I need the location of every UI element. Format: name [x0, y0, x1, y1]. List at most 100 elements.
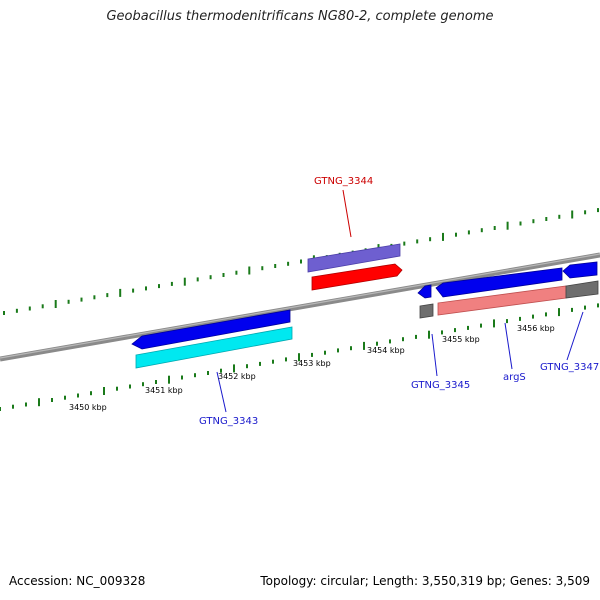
scale-minor-tick: [272, 359, 274, 364]
scale-minor-tick: [311, 352, 313, 357]
scale-minor-tick: [142, 382, 144, 387]
scale-minor-tick: [90, 391, 92, 396]
gene-label-GTNG_3345[interactable]: GTNG_3345: [411, 380, 470, 391]
scale-major-tick: [571, 210, 574, 219]
scale-major-tick: [168, 375, 170, 384]
scale-minor-tick: [209, 275, 212, 280]
scale-label: 3454 kbp: [367, 346, 405, 355]
scale-minor-tick: [28, 306, 31, 311]
scale-label: 3451 kbp: [145, 386, 183, 395]
scale-major-tick: [103, 387, 105, 395]
gene-GTNG_3345-arrow[interactable]: [417, 284, 432, 299]
scale-minor-tick: [506, 319, 508, 324]
scale-minor-tick: [93, 295, 96, 300]
scale-label: 3456 kbp: [517, 324, 555, 333]
scale-minor-tick: [25, 402, 27, 407]
scale-minor-tick: [532, 314, 534, 319]
scale-minor-tick: [415, 334, 417, 339]
scale-label: 3455 kbp: [442, 335, 480, 344]
gene-GTNG_3347-pseudo-bar[interactable]: [565, 280, 599, 299]
scale-minor-tick: [285, 357, 287, 362]
scale-minor-tick: [324, 350, 326, 355]
gene-argS-leader: [504, 322, 513, 370]
scale-minor-tick: [41, 304, 44, 309]
scale-minor-tick: [403, 241, 406, 246]
scale-major-tick: [119, 288, 122, 297]
gene-GTNG_3347-arrow[interactable]: [562, 261, 598, 279]
scale-minor-tick: [0, 407, 1, 411]
scale-major-tick: [248, 266, 251, 275]
scale-major-tick: [493, 319, 495, 328]
scale-minor-tick: [80, 297, 83, 302]
gene-GTNG_3344-leader: [342, 189, 352, 238]
gene-GTNG_3344-cds-bar[interactable]: [307, 243, 401, 273]
scale-major-tick: [298, 353, 300, 362]
scale-minor-tick: [246, 364, 248, 369]
scale-minor-tick: [235, 270, 238, 275]
gene-label-GTNG_3347[interactable]: GTNG_3347: [540, 362, 599, 373]
scale-major-tick: [442, 232, 444, 241]
scale-minor-tick: [132, 288, 135, 293]
scale-minor-tick: [480, 323, 482, 328]
scale-label: 3453 kbp: [293, 359, 331, 368]
gene-GTNG_3343-arrow[interactable]: [131, 309, 291, 350]
scale-minor-tick: [64, 395, 66, 400]
map-title: Geobacillus thermodenitrificans NG80-2, …: [106, 9, 494, 24]
scale-label: 3452 kbp: [218, 372, 256, 381]
scale-minor-tick: [416, 239, 419, 244]
scale-minor-tick: [259, 361, 261, 366]
scale-minor-tick: [181, 375, 183, 380]
scale-minor-tick: [106, 293, 109, 298]
scale-major-tick: [558, 308, 560, 317]
scale-minor-tick: [77, 393, 79, 398]
scale-minor-tick: [455, 232, 457, 237]
scale-minor-tick: [597, 303, 599, 308]
scale-minor-tick: [584, 210, 587, 215]
gene-GTNG_3343-cds-bar[interactable]: [135, 326, 293, 369]
scale-minor-tick: [402, 337, 404, 342]
gene-label-GTNG_3343[interactable]: GTNG_3343: [199, 416, 258, 427]
gene-argS-arrow[interactable]: [435, 267, 563, 298]
gene-GTNG_3345-pseudo-bar[interactable]: [419, 303, 434, 319]
scale-minor-tick: [597, 208, 599, 213]
scale-minor-tick: [350, 346, 352, 351]
scale-minor-tick: [337, 348, 339, 353]
scale-major-tick: [183, 277, 186, 286]
scale-minor-tick: [571, 307, 573, 312]
gene-GTNG_3344-arrow[interactable]: [311, 263, 403, 291]
gene-GTNG_3345-leader: [431, 333, 438, 377]
scale-minor-tick: [3, 311, 5, 315]
scale-minor-tick: [145, 286, 147, 291]
scale-minor-tick: [196, 277, 199, 282]
scale-minor-tick: [545, 312, 547, 317]
scale-minor-tick: [220, 368, 222, 373]
scale-minor-tick: [532, 219, 535, 224]
scale-major-tick: [38, 398, 40, 407]
scale-minor-tick: [287, 261, 290, 266]
gene-label-argS[interactable]: argS: [503, 372, 526, 383]
scale-minor-tick: [116, 386, 118, 391]
scale-major-tick: [428, 330, 430, 339]
scale-minor-tick: [441, 330, 443, 335]
scale-minor-tick: [67, 299, 70, 304]
scale-minor-tick: [51, 398, 53, 402]
scale-minor-tick: [519, 221, 522, 226]
gene-GTNG_3347-leader: [566, 311, 584, 361]
scale-minor-tick: [480, 228, 483, 233]
scale-label: 3450 kbp: [69, 403, 107, 412]
gene-label-GTNG_3344[interactable]: GTNG_3344: [314, 176, 373, 187]
scale-major-tick: [363, 341, 365, 350]
scale-minor-tick: [170, 281, 173, 286]
gene-GTNG_3343-leader: [216, 371, 227, 413]
scale-minor-tick: [261, 266, 264, 271]
scale-major-tick: [506, 221, 509, 230]
scale-minor-tick: [15, 308, 18, 313]
scale-minor-tick: [429, 237, 432, 242]
scale-minor-tick: [194, 373, 196, 378]
scale-minor-tick: [158, 284, 160, 289]
scale-minor-tick: [12, 404, 14, 409]
scale-major-tick: [233, 364, 235, 373]
scale-minor-tick: [584, 305, 586, 310]
scale-minor-tick: [558, 214, 561, 219]
scale-minor-tick: [155, 380, 157, 384]
